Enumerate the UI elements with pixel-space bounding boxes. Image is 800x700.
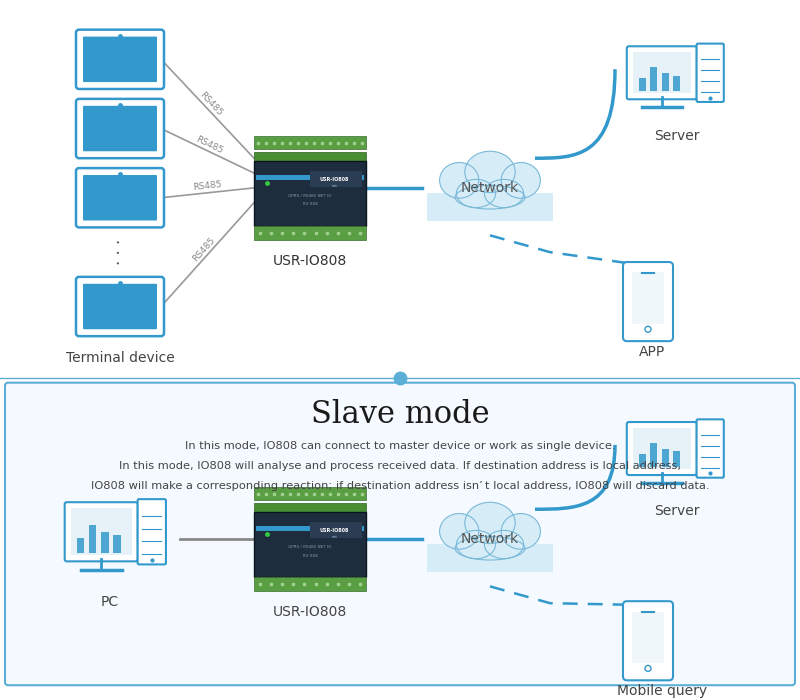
Ellipse shape [465, 151, 515, 192]
FancyBboxPatch shape [138, 499, 166, 564]
Bar [638, 78, 646, 92]
Ellipse shape [455, 186, 525, 209]
Ellipse shape [485, 531, 524, 559]
Text: PC: PC [101, 595, 119, 609]
Ellipse shape [456, 531, 496, 559]
Text: Terminal device: Terminal device [66, 351, 174, 365]
Ellipse shape [501, 514, 541, 550]
FancyBboxPatch shape [627, 422, 697, 475]
Text: · · ·: · · · [111, 239, 129, 265]
Text: USR-IO808: USR-IO808 [273, 254, 347, 268]
Text: Slave mode: Slave mode [310, 400, 490, 430]
Bar [310, 522, 362, 538]
Bar [256, 176, 364, 180]
Bar [254, 136, 366, 150]
Text: In this mode, IO808 can connect to master device or work as single device.: In this mode, IO808 can connect to maste… [185, 441, 615, 451]
FancyBboxPatch shape [623, 601, 673, 680]
FancyBboxPatch shape [76, 99, 164, 158]
Bar [662, 449, 669, 467]
Ellipse shape [465, 503, 515, 544]
Bar [310, 172, 362, 187]
Bar [674, 76, 681, 92]
Bar [254, 152, 366, 163]
FancyBboxPatch shape [697, 43, 724, 102]
Bar [650, 67, 658, 92]
Text: RS485: RS485 [192, 181, 222, 192]
Bar [77, 538, 84, 554]
Ellipse shape [456, 179, 496, 208]
FancyBboxPatch shape [623, 262, 673, 341]
Bar [0, 0, 800, 378]
Bar [254, 226, 366, 240]
FancyBboxPatch shape [76, 168, 164, 228]
Bar [632, 612, 664, 663]
FancyBboxPatch shape [5, 383, 795, 685]
Bar [114, 536, 121, 554]
FancyBboxPatch shape [76, 29, 164, 89]
Ellipse shape [501, 162, 541, 198]
FancyBboxPatch shape [83, 106, 157, 151]
Bar [254, 503, 366, 514]
Text: RS485: RS485 [194, 134, 225, 155]
FancyBboxPatch shape [697, 419, 724, 477]
Text: RX 808: RX 808 [302, 202, 318, 206]
Bar [638, 454, 646, 467]
Text: USR-IO808: USR-IO808 [320, 177, 350, 182]
Bar [256, 526, 364, 531]
Text: RS485: RS485 [198, 90, 224, 118]
Bar [254, 487, 366, 500]
Text: In this mode, IO808 will analyse and process received data. If destination addre: In this mode, IO808 will analyse and pro… [119, 461, 681, 471]
FancyBboxPatch shape [627, 46, 697, 99]
Bar [101, 532, 109, 554]
Ellipse shape [455, 536, 525, 560]
Bar [632, 272, 664, 323]
Bar [650, 443, 658, 467]
Text: net: net [332, 184, 338, 188]
Bar [633, 428, 690, 469]
Text: IO808 will make a corresponding reaction; if destination address isn’ t local ad: IO808 will make a corresponding reaction… [90, 481, 710, 491]
Ellipse shape [440, 514, 478, 550]
FancyBboxPatch shape [83, 36, 157, 82]
Text: USR-IO808: USR-IO808 [320, 528, 350, 533]
Bar [254, 161, 366, 226]
Bar [70, 508, 132, 555]
FancyBboxPatch shape [76, 277, 164, 336]
Bar [254, 578, 366, 591]
Text: Server: Server [654, 504, 700, 518]
Text: RS485: RS485 [191, 236, 217, 263]
Text: Mobile query: Mobile query [617, 684, 707, 698]
Ellipse shape [440, 162, 478, 198]
Bar [254, 512, 366, 578]
Text: Network: Network [461, 181, 519, 195]
Text: Network: Network [461, 532, 519, 546]
Bar [633, 52, 690, 93]
FancyBboxPatch shape [65, 502, 138, 561]
Text: GPRS / RS485 NET IO: GPRS / RS485 NET IO [288, 194, 332, 198]
Text: RX 808: RX 808 [302, 554, 318, 557]
Text: net: net [332, 535, 338, 539]
Text: APP: APP [639, 345, 665, 359]
FancyBboxPatch shape [83, 284, 157, 329]
Bar [427, 544, 553, 572]
Bar [427, 193, 553, 220]
Text: GPRS / RS485 NET IO: GPRS / RS485 NET IO [288, 545, 332, 550]
Text: USR-IO808: USR-IO808 [273, 605, 347, 619]
Ellipse shape [485, 179, 524, 208]
Bar [89, 525, 97, 554]
Text: Server: Server [654, 129, 700, 143]
FancyBboxPatch shape [83, 175, 157, 220]
Bar [674, 452, 681, 467]
Bar [662, 73, 669, 92]
